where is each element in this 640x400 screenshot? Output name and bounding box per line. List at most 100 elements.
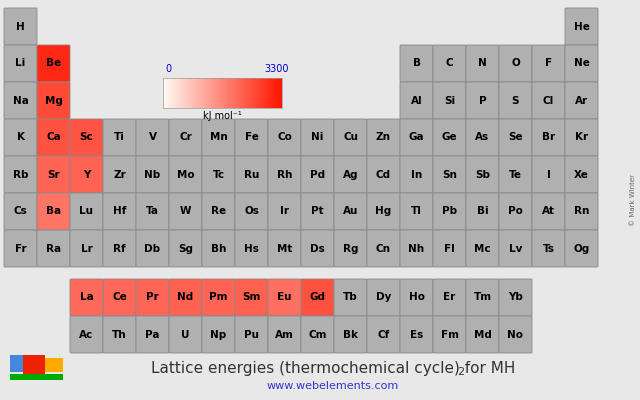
- FancyBboxPatch shape: [235, 119, 268, 156]
- Text: W: W: [180, 206, 191, 216]
- FancyBboxPatch shape: [400, 316, 433, 353]
- FancyBboxPatch shape: [433, 82, 466, 119]
- Text: No: No: [508, 330, 524, 340]
- FancyBboxPatch shape: [499, 279, 532, 316]
- FancyBboxPatch shape: [565, 82, 598, 119]
- Text: Ge: Ge: [442, 132, 458, 142]
- FancyBboxPatch shape: [136, 230, 169, 267]
- Text: Sc: Sc: [79, 132, 93, 142]
- FancyBboxPatch shape: [301, 316, 334, 353]
- FancyBboxPatch shape: [334, 230, 367, 267]
- Text: Os: Os: [244, 206, 259, 216]
- FancyBboxPatch shape: [136, 279, 169, 316]
- FancyBboxPatch shape: [70, 230, 103, 267]
- Text: He: He: [573, 22, 589, 32]
- FancyBboxPatch shape: [466, 119, 499, 156]
- Text: Cu: Cu: [343, 132, 358, 142]
- Text: Na: Na: [13, 96, 28, 106]
- FancyBboxPatch shape: [532, 45, 565, 82]
- Text: Se: Se: [508, 132, 523, 142]
- Text: Be: Be: [46, 58, 61, 68]
- Text: Sn: Sn: [442, 170, 457, 180]
- Text: Pd: Pd: [310, 170, 325, 180]
- Text: Gd: Gd: [310, 292, 326, 302]
- FancyBboxPatch shape: [433, 316, 466, 353]
- Text: Mt: Mt: [277, 244, 292, 254]
- FancyBboxPatch shape: [103, 279, 136, 316]
- FancyBboxPatch shape: [202, 230, 235, 267]
- FancyBboxPatch shape: [433, 230, 466, 267]
- FancyBboxPatch shape: [202, 193, 235, 230]
- Text: Lu: Lu: [79, 206, 93, 216]
- FancyBboxPatch shape: [532, 193, 565, 230]
- Text: Ni: Ni: [311, 132, 324, 142]
- FancyBboxPatch shape: [103, 119, 136, 156]
- FancyBboxPatch shape: [565, 193, 598, 230]
- FancyBboxPatch shape: [235, 156, 268, 193]
- FancyBboxPatch shape: [202, 316, 235, 353]
- Text: Bh: Bh: [211, 244, 226, 254]
- Text: Mg: Mg: [45, 96, 63, 106]
- Text: La: La: [79, 292, 93, 302]
- Text: Te: Te: [509, 170, 522, 180]
- FancyBboxPatch shape: [4, 82, 37, 119]
- Text: Cs: Cs: [13, 206, 28, 216]
- FancyBboxPatch shape: [466, 279, 499, 316]
- FancyBboxPatch shape: [301, 279, 334, 316]
- FancyBboxPatch shape: [169, 119, 202, 156]
- Text: Pu: Pu: [244, 330, 259, 340]
- FancyBboxPatch shape: [136, 316, 169, 353]
- Text: Ds: Ds: [310, 244, 325, 254]
- Text: Ir: Ir: [280, 206, 289, 216]
- Text: Ca: Ca: [46, 132, 61, 142]
- Text: Rf: Rf: [113, 244, 126, 254]
- Text: Ta: Ta: [146, 206, 159, 216]
- Text: V: V: [148, 132, 157, 142]
- FancyBboxPatch shape: [37, 230, 70, 267]
- Text: Cn: Cn: [376, 244, 391, 254]
- Text: Mn: Mn: [210, 132, 227, 142]
- FancyBboxPatch shape: [4, 45, 37, 82]
- Text: Si: Si: [444, 96, 455, 106]
- FancyBboxPatch shape: [433, 193, 466, 230]
- FancyBboxPatch shape: [367, 230, 400, 267]
- Text: Pr: Pr: [146, 292, 159, 302]
- Text: Mc: Mc: [474, 244, 491, 254]
- Text: Db: Db: [145, 244, 161, 254]
- Text: Cd: Cd: [376, 170, 391, 180]
- FancyBboxPatch shape: [169, 156, 202, 193]
- Text: Re: Re: [211, 206, 226, 216]
- Text: Sg: Sg: [178, 244, 193, 254]
- FancyBboxPatch shape: [70, 316, 103, 353]
- Text: Pm: Pm: [209, 292, 228, 302]
- Text: Y: Y: [83, 170, 90, 180]
- FancyBboxPatch shape: [400, 119, 433, 156]
- Text: Sr: Sr: [47, 170, 60, 180]
- FancyBboxPatch shape: [532, 119, 565, 156]
- Text: Er: Er: [444, 292, 456, 302]
- FancyBboxPatch shape: [169, 230, 202, 267]
- FancyBboxPatch shape: [37, 82, 70, 119]
- Text: Co: Co: [277, 132, 292, 142]
- FancyBboxPatch shape: [202, 156, 235, 193]
- FancyBboxPatch shape: [70, 193, 103, 230]
- FancyBboxPatch shape: [367, 279, 400, 316]
- Text: Ti: Ti: [114, 132, 125, 142]
- FancyBboxPatch shape: [400, 193, 433, 230]
- FancyBboxPatch shape: [499, 119, 532, 156]
- Text: Fe: Fe: [244, 132, 259, 142]
- Text: Cf: Cf: [378, 330, 390, 340]
- FancyBboxPatch shape: [367, 156, 400, 193]
- Text: Lattice energies (thermochemical cycle) for MH: Lattice energies (thermochemical cycle) …: [150, 360, 515, 376]
- Text: Ga: Ga: [409, 132, 424, 142]
- Text: Nb: Nb: [145, 170, 161, 180]
- Text: Ac: Ac: [79, 330, 93, 340]
- Text: Bk: Bk: [343, 330, 358, 340]
- FancyBboxPatch shape: [70, 279, 103, 316]
- Text: Po: Po: [508, 206, 523, 216]
- Text: Eu: Eu: [277, 292, 292, 302]
- FancyBboxPatch shape: [565, 8, 598, 45]
- Text: Tm: Tm: [474, 292, 492, 302]
- FancyBboxPatch shape: [268, 119, 301, 156]
- FancyBboxPatch shape: [466, 82, 499, 119]
